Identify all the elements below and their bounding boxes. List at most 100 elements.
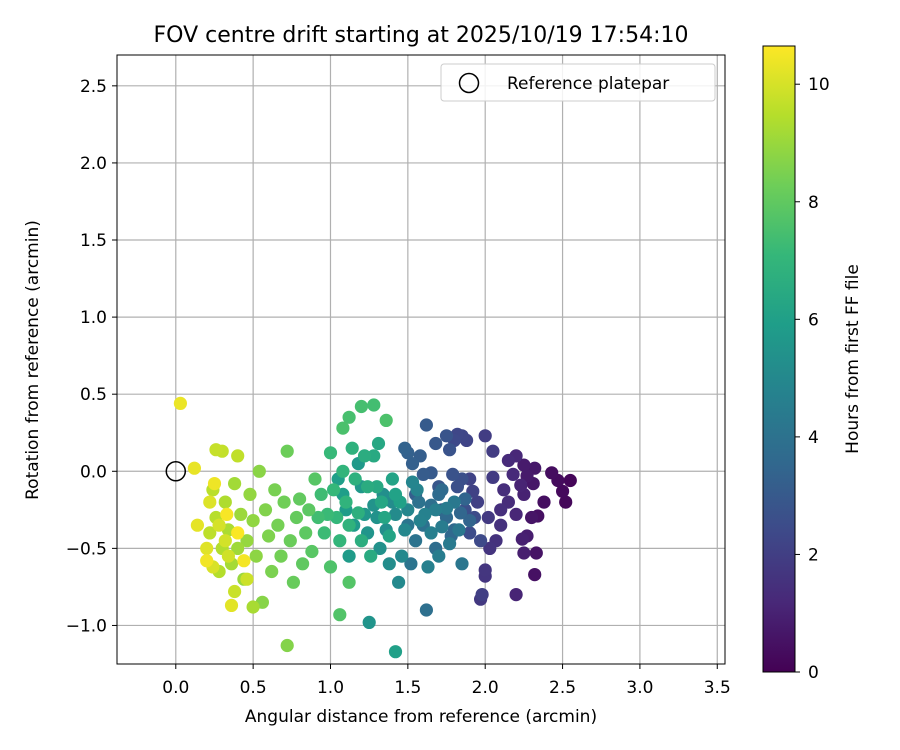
data-point <box>203 495 217 509</box>
data-point <box>371 436 386 451</box>
x-tick-label: 0.0 <box>162 678 189 698</box>
data-point <box>478 429 492 443</box>
data-point <box>382 529 396 543</box>
data-point <box>323 560 338 574</box>
data-point <box>299 526 313 540</box>
data-point <box>283 534 297 548</box>
data-point <box>439 501 454 515</box>
data-point <box>525 510 539 525</box>
colorbar-label: Hours from first FF file <box>843 264 863 454</box>
data-point <box>520 469 534 483</box>
legend: Reference platepar <box>440 63 716 102</box>
data-point <box>463 514 477 528</box>
colorbar-tick-label: 2 <box>808 545 819 565</box>
data-point <box>529 546 543 560</box>
data-point <box>458 492 472 506</box>
data-point <box>374 495 389 509</box>
data-point <box>274 549 288 563</box>
data-point <box>357 449 372 463</box>
data-point <box>478 563 492 577</box>
data-point <box>362 615 376 630</box>
data-point <box>268 483 282 497</box>
y-tick-label: 2.0 <box>80 154 107 174</box>
x-axis-ticks: 0.0 0.5 1.0 1.5 2.0 2.5 3.0 3.5 <box>162 664 731 698</box>
x-tick-label: 2.5 <box>549 678 576 698</box>
data-point <box>385 472 399 486</box>
data-point <box>212 518 226 532</box>
y-tick-label: 0.5 <box>80 385 107 405</box>
data-point <box>398 523 412 537</box>
data-point <box>416 467 430 481</box>
legend-label: Reference platepar <box>507 74 669 94</box>
data-point <box>509 588 523 602</box>
data-point <box>240 572 254 586</box>
data-point <box>354 399 368 414</box>
data-point <box>228 584 242 599</box>
data-point <box>367 398 381 412</box>
data-point <box>237 554 251 568</box>
data-point <box>429 503 443 517</box>
data-point <box>323 446 338 460</box>
colorbar-tick-label: 10 <box>808 75 830 95</box>
data-point <box>354 534 368 548</box>
x-tick-label: 3.0 <box>626 678 653 698</box>
data-point <box>296 557 310 571</box>
data-points <box>173 396 577 659</box>
data-point <box>243 487 257 501</box>
data-point <box>336 421 350 435</box>
x-tick-label: 1.0 <box>317 678 344 698</box>
y-tick-label: −1.0 <box>66 616 107 636</box>
data-point <box>351 506 365 520</box>
data-point <box>336 464 350 478</box>
data-point <box>405 457 420 471</box>
data-point <box>395 549 409 563</box>
data-point <box>209 443 223 457</box>
y-axis-label: Rotation from reference (arcmin) <box>23 220 43 500</box>
data-point <box>246 514 260 528</box>
data-point <box>258 503 273 517</box>
colorbar-tick-label: 8 <box>808 193 819 213</box>
colorbar-tick-label: 6 <box>808 310 819 330</box>
y-tick-label: 1.5 <box>80 231 107 251</box>
data-point <box>388 507 403 521</box>
data-point <box>378 510 392 525</box>
y-tick-label: 0.0 <box>80 462 107 482</box>
data-point <box>289 510 304 525</box>
data-point <box>348 472 362 486</box>
data-point <box>443 443 457 457</box>
data-point <box>563 473 577 488</box>
data-point <box>559 495 573 509</box>
data-point <box>537 495 551 509</box>
data-point <box>453 506 468 520</box>
data-point <box>446 467 460 481</box>
x-tick-label: 2.0 <box>472 678 499 698</box>
data-point <box>494 518 508 532</box>
data-point <box>392 575 406 589</box>
x-tick-label: 1.5 <box>394 678 421 698</box>
data-point <box>501 453 515 468</box>
data-point <box>405 475 420 489</box>
data-point <box>311 510 325 525</box>
data-point <box>262 529 276 543</box>
data-point <box>419 418 433 432</box>
data-point <box>421 560 435 574</box>
data-point <box>333 608 347 622</box>
colorbar <box>762 45 796 673</box>
data-point <box>271 518 285 532</box>
data-point <box>342 575 356 589</box>
data-point <box>419 603 433 617</box>
data-point <box>228 477 242 491</box>
data-point <box>474 534 488 548</box>
data-point <box>308 472 322 486</box>
data-point <box>435 520 449 534</box>
data-point <box>398 441 412 455</box>
plot-frame <box>116 54 726 665</box>
data-point <box>388 487 403 501</box>
data-point <box>342 549 356 563</box>
data-point <box>452 523 466 537</box>
data-point <box>280 638 294 653</box>
data-point <box>528 568 542 582</box>
data-point <box>200 554 214 568</box>
data-point <box>470 495 485 509</box>
data-point <box>432 549 446 563</box>
